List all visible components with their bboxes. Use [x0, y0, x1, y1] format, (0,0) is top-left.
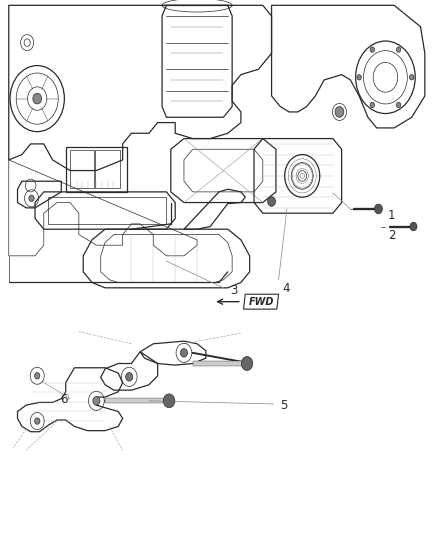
Circle shape — [396, 47, 401, 52]
Text: 5: 5 — [280, 399, 288, 411]
Text: 6: 6 — [60, 393, 68, 406]
Circle shape — [29, 195, 34, 201]
Circle shape — [396, 102, 401, 108]
Circle shape — [35, 373, 40, 379]
Circle shape — [410, 222, 417, 231]
Bar — [48, 197, 166, 224]
Circle shape — [374, 204, 382, 214]
Text: 4: 4 — [283, 282, 290, 295]
Circle shape — [268, 197, 276, 206]
Circle shape — [180, 349, 187, 357]
Polygon shape — [244, 294, 279, 309]
Text: 1: 1 — [388, 209, 395, 222]
Bar — [95, 150, 120, 188]
Bar — [66, 147, 127, 192]
Circle shape — [370, 47, 374, 52]
Circle shape — [163, 394, 175, 408]
Circle shape — [93, 397, 100, 405]
Circle shape — [410, 75, 414, 80]
Circle shape — [33, 93, 42, 104]
Text: 2: 2 — [388, 229, 395, 242]
Circle shape — [241, 357, 253, 370]
Circle shape — [357, 75, 361, 80]
Circle shape — [335, 107, 344, 117]
Circle shape — [35, 418, 40, 424]
Bar — [70, 150, 94, 188]
Circle shape — [126, 373, 133, 381]
Circle shape — [370, 102, 374, 108]
Text: 3: 3 — [230, 284, 237, 297]
Text: FWD: FWD — [248, 297, 274, 306]
Bar — [105, 398, 166, 403]
Bar — [193, 361, 245, 366]
